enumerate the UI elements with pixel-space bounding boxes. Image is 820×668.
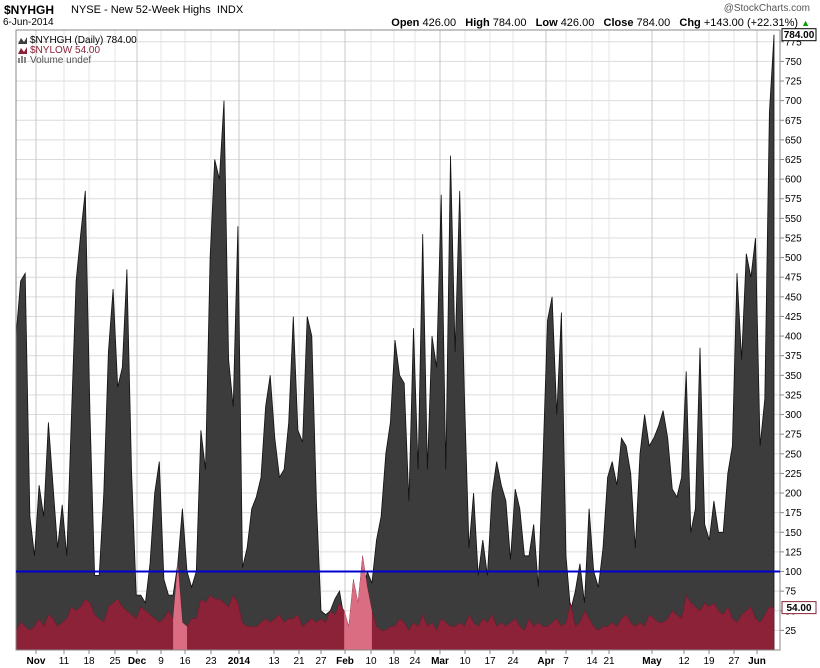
chg-label: Chg (679, 17, 701, 29)
y-tick-label: 400 (785, 332, 802, 343)
x-tick-label: Mar (431, 656, 449, 667)
x-tick-label: 16 (179, 656, 191, 667)
x-tick-label: 25 (109, 656, 121, 667)
legend-volume: Volume undef (30, 55, 91, 66)
x-tick-label: 18 (388, 656, 400, 667)
low-value: 426.00 (560, 17, 595, 29)
legend-highs: $NYHGH (Daily) 784.00 (30, 35, 137, 46)
y-tick-label: 75 (785, 587, 797, 598)
last-value-lows-label: 54.00 (786, 603, 811, 614)
x-tick-label: 13 (268, 656, 280, 667)
volume-legend-icon (18, 56, 26, 63)
chart-areas (15, 34, 775, 651)
x-tick-label: Nov (27, 656, 46, 667)
x-tick-label: 21 (603, 656, 615, 667)
x-tick-label: 7 (563, 656, 569, 667)
description-text: NYSE - New 52-Week Highs (71, 4, 211, 16)
x-axis: Nov 11 18 25 Dec 9 16 23 2014 13 21 27 Feb 10 18 24 Mar 1… (27, 650, 766, 667)
x-tick-label: 10 (459, 656, 471, 667)
y-tick-label: 525 (785, 233, 802, 244)
y-tick-label: 500 (785, 253, 802, 264)
close-value: 784.00 (636, 17, 671, 29)
y-tick-label: 250 (785, 449, 802, 460)
credit: @StockCharts.com (723, 3, 810, 14)
lows-legend-icon (18, 47, 27, 54)
y-tick-label: 550 (785, 214, 802, 225)
y-tick-label: 650 (785, 135, 802, 146)
y-tick-label: 125 (785, 547, 802, 558)
x-tick-label: Feb (336, 656, 354, 667)
x-tick-label: 9 (158, 656, 164, 667)
symbol-description: NYSE - New 52-Week Highs INDX (71, 4, 243, 16)
legend: $NYHGH (Daily) 784.00 $NYLOW 54.00 Volum… (18, 35, 137, 66)
x-tick-label: 12 (678, 656, 690, 667)
x-tick-label: 21 (293, 656, 305, 667)
y-tick-label: 700 (785, 96, 802, 107)
x-tick-label: 2014 (228, 656, 251, 667)
y-tick-label: 375 (785, 351, 802, 362)
last-value-lows: 54.00 (781, 601, 817, 615)
open-value: 426.00 (422, 17, 457, 29)
y-tick-label: 450 (785, 292, 802, 303)
y-tick-label: 775 (785, 37, 802, 48)
x-tick-label: 17 (484, 656, 496, 667)
x-tick-label: 14 (586, 656, 598, 667)
y-tick-label: 725 (785, 77, 802, 88)
y-tick-label: 25 (785, 626, 797, 637)
x-tick-label: Apr (537, 656, 554, 667)
high-label: High (465, 17, 490, 29)
chart-header: $NYHGH NYSE - New 52-Week Highs INDX 6-J… (0, 0, 820, 30)
highs-legend-icon (18, 37, 27, 44)
plot-frame (15, 29, 781, 651)
y-tick-label: 150 (785, 528, 802, 539)
symbol: $NYHGH (4, 3, 55, 17)
exchange: INDX (216, 4, 244, 16)
y-tick-label: 275 (785, 430, 802, 441)
x-tick-label: Dec (128, 656, 147, 667)
chg-value: +143.00 (+22.31%) (703, 17, 799, 29)
open-label: Open (391, 17, 420, 29)
x-tick-label: 10 (365, 656, 377, 667)
y-tick-label: 575 (785, 194, 802, 205)
x-tick-label: 19 (703, 656, 715, 667)
last-value-highs-label: 784.00 (784, 30, 815, 41)
y-tick-label: 675 (785, 116, 802, 127)
y-tick-label: 200 (785, 489, 802, 500)
up-arrow-icon: ▲ (801, 18, 810, 28)
y-tick-label: 100 (785, 567, 802, 578)
x-tick-label: 11 (59, 656, 70, 667)
ohlc-readout: Open 426.00 High 784.00 Low 426.00 Close… (391, 17, 810, 29)
x-tick-label: 27 (315, 656, 327, 667)
y-tick-label: 750 (785, 57, 802, 68)
y-tick-label: 325 (785, 390, 802, 401)
y-tick-label: 175 (785, 508, 802, 519)
last-value-highs: 784.00 (781, 28, 817, 41)
low-label: Low (535, 17, 558, 29)
y-axis: 2550751001251501752002252502753003253503… (780, 37, 802, 637)
x-tick-label: 24 (409, 656, 421, 667)
x-tick-label: 24 (507, 656, 519, 667)
x-tick-label: May (642, 656, 662, 667)
lows-spike (173, 563, 187, 650)
y-tick-label: 600 (785, 175, 802, 186)
legend-lows: $NYLOW 54.00 (30, 45, 100, 56)
lows-area (15, 555, 775, 651)
x-tick-label: 18 (83, 656, 95, 667)
lows-spike (344, 555, 372, 650)
highs-area (15, 34, 775, 651)
high-value: 784.00 (492, 17, 527, 29)
y-tick-label: 225 (785, 469, 802, 480)
y-tick-label: 625 (785, 155, 802, 166)
y-tick-label: 350 (785, 371, 802, 382)
y-tick-label: 425 (785, 312, 802, 323)
y-tick-label: 300 (785, 410, 802, 421)
x-tick-label: 23 (205, 656, 217, 667)
y-tick-label: 475 (785, 273, 802, 284)
x-tick-label: 27 (728, 656, 740, 667)
close-label: Close (603, 17, 634, 29)
x-tick-label: Jun (748, 656, 766, 667)
last-value-markers: 784.00 54.00 (781, 28, 817, 615)
chart-date: 6-Jun-2014 (3, 17, 54, 28)
